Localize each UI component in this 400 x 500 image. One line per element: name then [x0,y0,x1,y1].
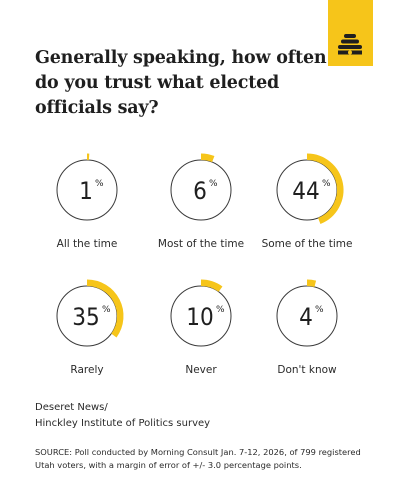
donut-arc [86,279,124,338]
brand-logo [328,0,373,66]
source-attribution: Deseret News/ Hinckley Institute of Poli… [35,400,335,432]
category-label: Never [185,364,217,376]
donut-arc [200,279,223,292]
percent-sign: % [95,179,104,189]
value-label: 1 [79,177,93,205]
donut-arc [200,153,215,163]
beehive-icon [338,34,362,55]
source-line-1: Deseret News/ [35,402,108,413]
percent-sign: % [315,305,324,315]
category-label: Most of the time [158,238,244,250]
donut-item: 1 % All the time [56,153,118,250]
donut-ring [170,159,232,221]
donut-arc [306,153,344,224]
value-label: 6 [193,177,207,205]
category-label: Rarely [70,364,103,376]
category-label: Some of the time [262,238,353,250]
source-note: SOURCE: Poll conducted by Morning Consul… [35,447,361,470]
value-label: 10 [186,303,213,331]
donut-ring [276,159,338,221]
donut-item: 44 % Some of the time [262,153,353,250]
percent-sign: % [102,305,111,315]
donut-item: 35 % Rarely [56,279,124,376]
category-label: All the time [57,238,118,250]
percent-sign: % [216,305,225,315]
percent-sign: % [322,179,331,189]
percent-sign: % [209,179,218,189]
source-line-2: Hinckley Institute of Politics survey [35,418,211,429]
donut-item: 4 % Don't know [276,279,338,376]
donut-arc [306,279,317,287]
donut-item: 10 % Never [170,279,232,376]
value-label: 35 [72,303,99,331]
donut-item: 6 % Most of the time [158,153,244,250]
category-label: Don't know [277,364,337,376]
donut-ring [276,285,338,347]
value-label: 4 [299,303,313,331]
value-label: 44 [292,177,319,205]
chart-title: Generally speaking, how often do you tru… [35,48,327,118]
